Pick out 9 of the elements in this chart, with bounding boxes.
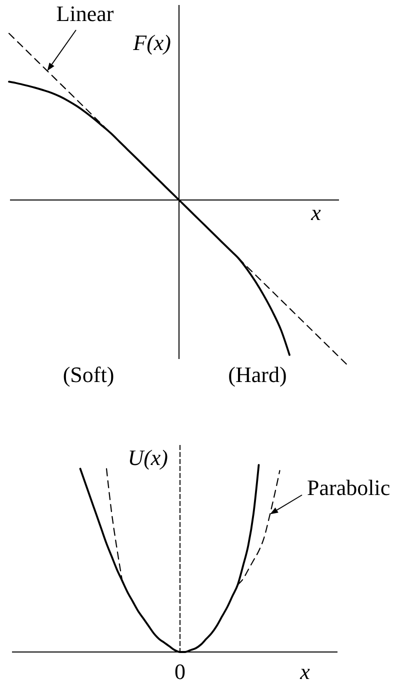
legend-label: Parabolic — [307, 475, 390, 500]
series-label: Linear — [56, 1, 114, 26]
x-axis-title: x — [310, 200, 322, 225]
annotation: (Soft) — [62, 362, 114, 387]
y-axis-title: F(x) — [132, 30, 171, 55]
annotation: (Hard) — [228, 362, 287, 387]
x-axis-title: x — [299, 659, 310, 682]
text: 0 — [174, 659, 186, 682]
y-axis-title: U(x) — [128, 445, 168, 470]
